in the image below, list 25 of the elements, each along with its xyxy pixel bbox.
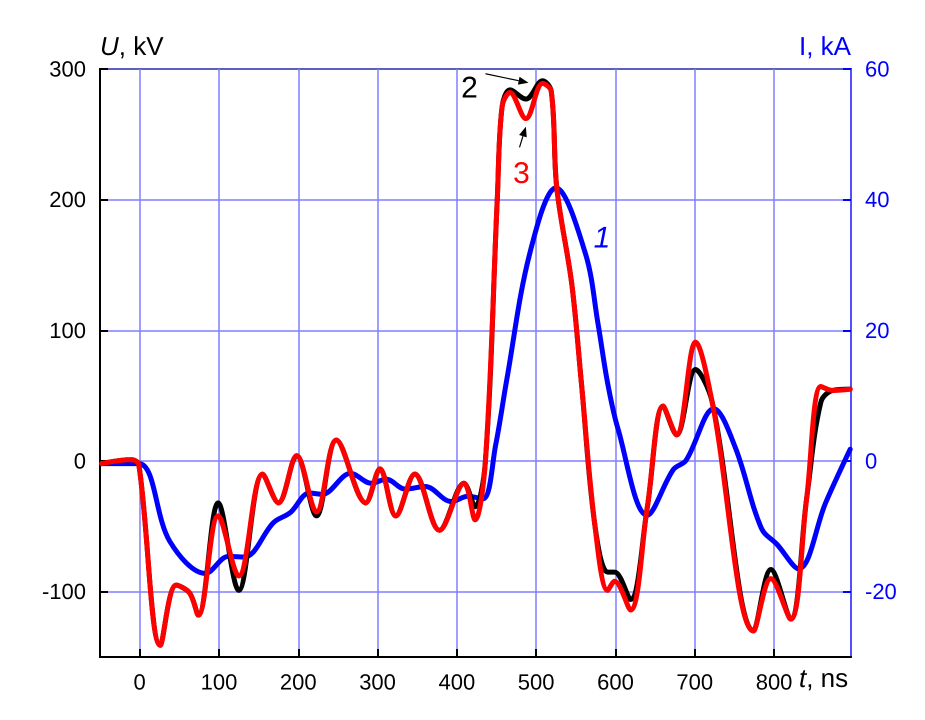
- y2-tick-label: 40: [865, 187, 890, 212]
- annotation: 2: [461, 71, 478, 104]
- y-tick-label: 300: [49, 56, 86, 82]
- x-tick-label: 400: [438, 670, 476, 694]
- x-tick-label: 0: [134, 670, 146, 694]
- y-tick-label: -100: [42, 579, 86, 604]
- y-axis-title: U, kV: [100, 31, 164, 61]
- y-tick-label: 100: [49, 318, 86, 343]
- x-tick-label: 300: [359, 670, 396, 694]
- x-tick-label: 700: [676, 670, 714, 694]
- y2-tick-label: -20: [865, 579, 897, 604]
- y2-tick-label: 60: [865, 56, 890, 82]
- y2-tick-label: 0: [865, 448, 878, 474]
- x-tick-label: 500: [518, 670, 555, 694]
- annotation: 3: [513, 156, 530, 190]
- y-tick-label: 0: [74, 448, 86, 474]
- x-axis-title: t, ns: [799, 663, 848, 693]
- x-tick-label: 800: [756, 670, 792, 694]
- y2-axis-title: I, kA: [798, 31, 852, 61]
- y-tick-label: 200: [49, 187, 86, 212]
- x-tick-label: 200: [280, 670, 317, 694]
- x-tick-label: 600: [597, 670, 634, 694]
- x-tick-label: 100: [200, 670, 238, 694]
- y2-tick-label: 20: [865, 318, 890, 343]
- annotation: 1: [594, 221, 610, 254]
